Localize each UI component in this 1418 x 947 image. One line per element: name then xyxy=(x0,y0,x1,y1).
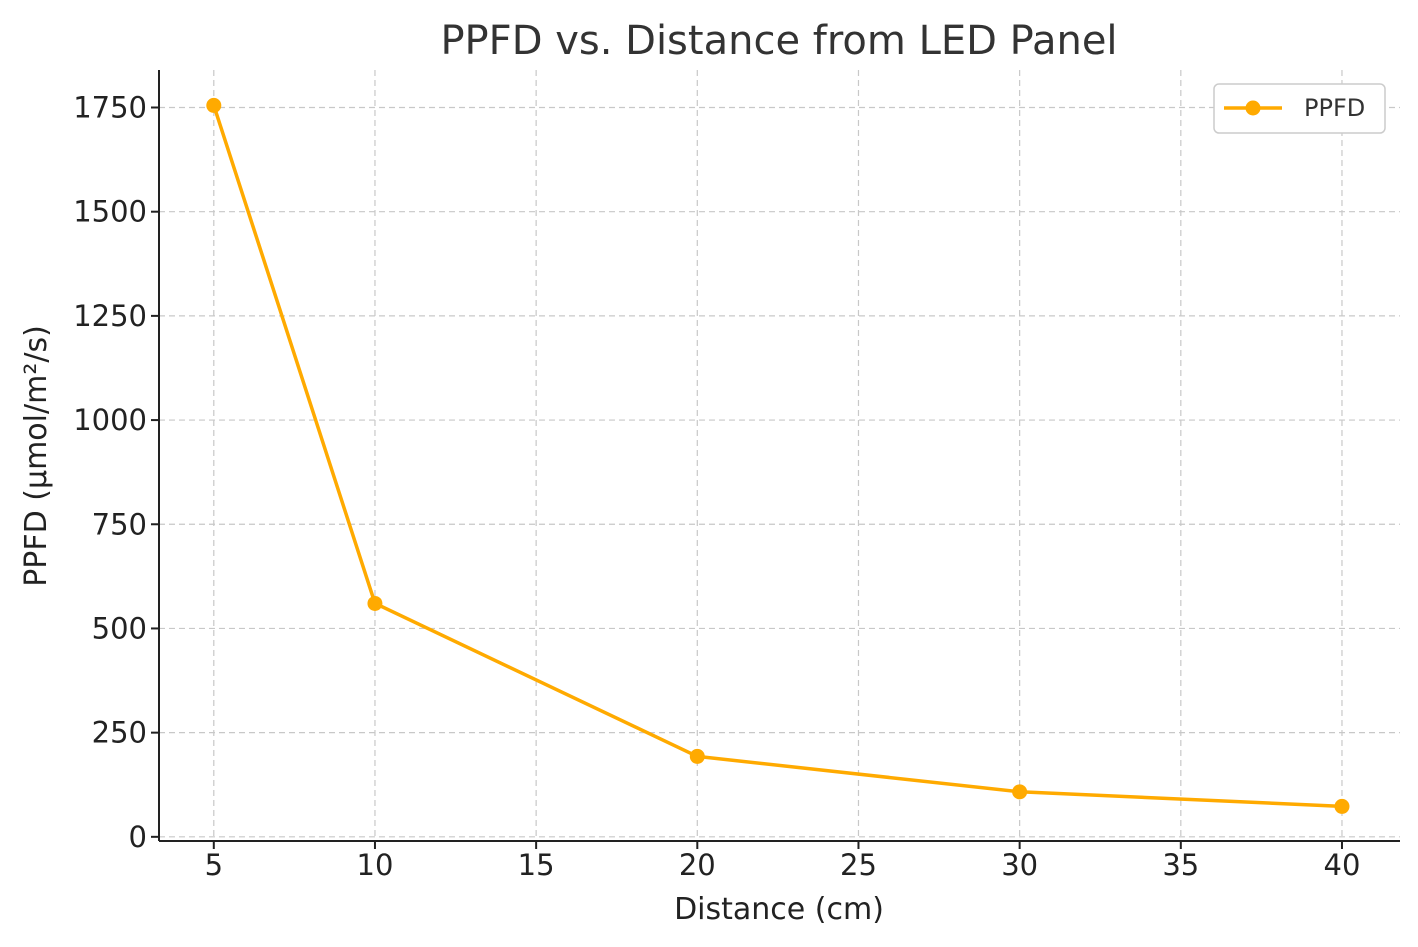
series-line-ppfd xyxy=(212,104,1343,809)
legend-box xyxy=(1213,83,1386,134)
chart-title: PPFD vs. Distance from LED Panel xyxy=(440,18,1117,64)
data-point xyxy=(367,595,383,611)
x-axis-ticks: 5 10 15 20 25 30 35 40 xyxy=(205,841,1361,882)
x-tick-label: 35 xyxy=(1162,848,1199,882)
y-axis-label: PPFD (µmol/m²/s) xyxy=(19,325,54,587)
grid-lines xyxy=(159,70,1400,841)
x-tick-label: 40 xyxy=(1324,848,1361,882)
y-tick-label: 1250 xyxy=(73,299,147,333)
x-tick-label: 25 xyxy=(840,848,877,882)
series-layer xyxy=(206,97,1350,814)
y-tick-label: 1000 xyxy=(73,403,147,437)
y-tick-label: 500 xyxy=(92,611,147,645)
x-tick-label: 10 xyxy=(357,848,394,882)
data-point xyxy=(206,97,222,113)
legend-marker-icon xyxy=(1245,100,1261,116)
axis-spines xyxy=(158,70,1400,842)
x-axis-label: Distance (cm) xyxy=(674,892,884,927)
legend-label: PPFD xyxy=(1304,94,1365,122)
y-tick-label: 1500 xyxy=(73,195,147,229)
y-tick-label: 1750 xyxy=(73,91,147,125)
data-point xyxy=(1012,784,1028,800)
y-tick-label: 0 xyxy=(129,820,147,854)
x-tick-label: 30 xyxy=(1001,848,1038,882)
y-tick-label: 750 xyxy=(92,507,147,541)
x-tick-label: 20 xyxy=(679,848,716,882)
legend: PPFD xyxy=(1213,83,1386,134)
y-tick-label: 250 xyxy=(92,716,147,750)
x-tick-label: 15 xyxy=(518,848,555,882)
y-axis-ticks: 0 250 500 750 1000 1250 1500 1750 xyxy=(73,91,159,854)
data-point xyxy=(1334,798,1350,814)
x-tick-label: 5 xyxy=(205,848,223,882)
data-point xyxy=(689,748,705,764)
